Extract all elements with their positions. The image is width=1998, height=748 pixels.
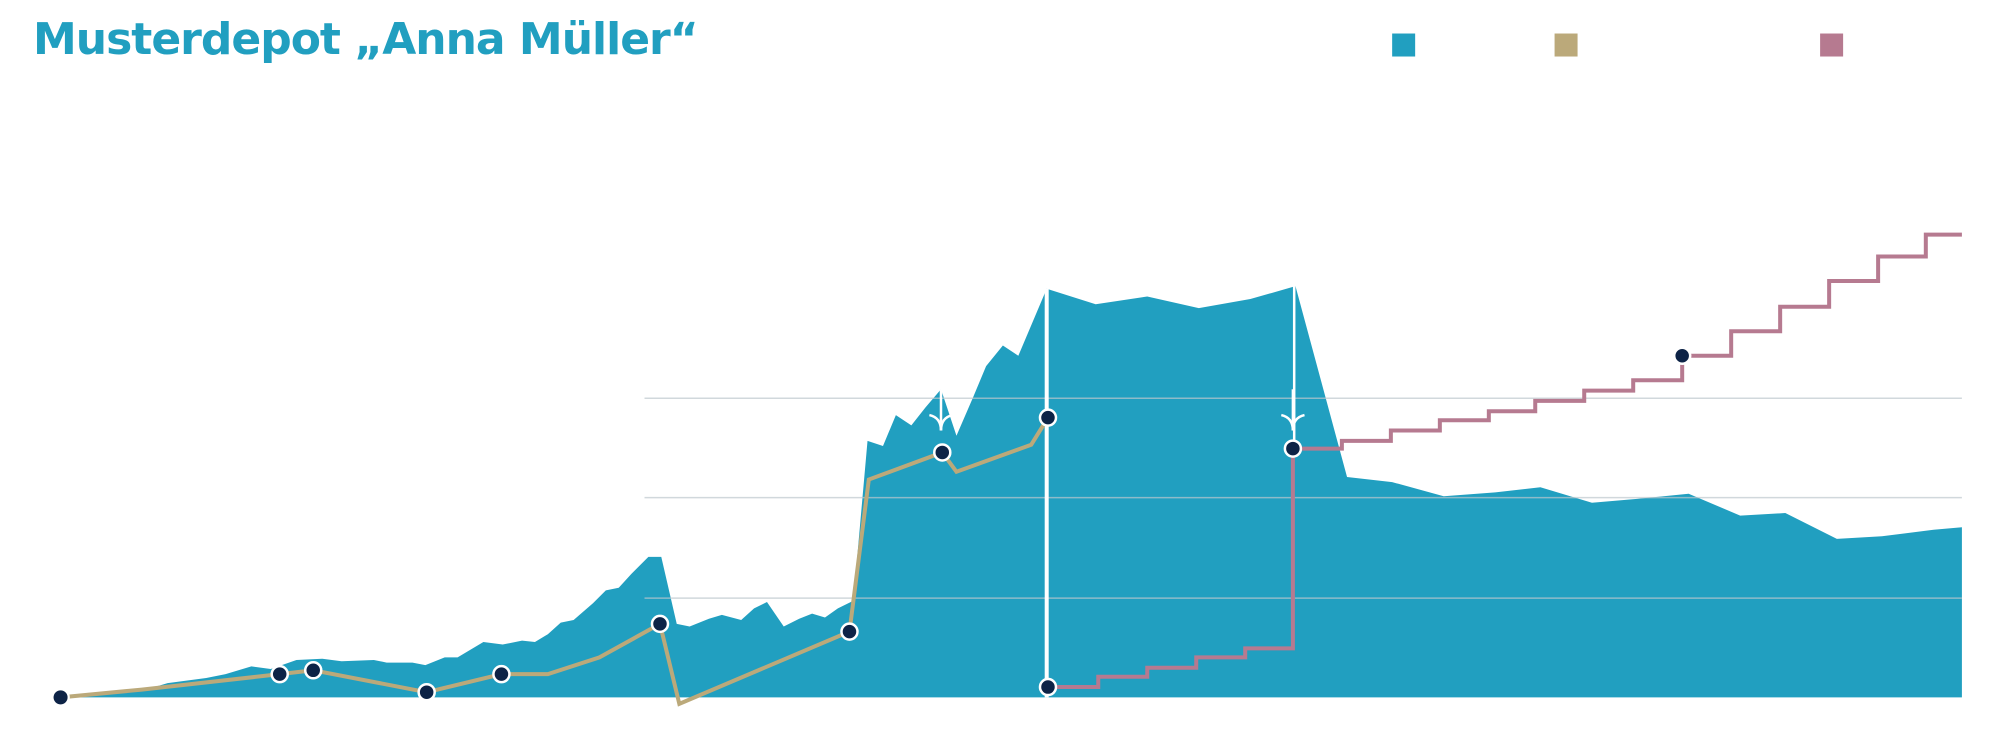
data-point: [303, 661, 323, 680]
data-point: [1672, 346, 1692, 366]
data-point: [1038, 677, 1058, 697]
chart-title: Musterdepot „Anna Müller“: [33, 14, 698, 65]
data-point: [1283, 439, 1303, 458]
area: [60, 286, 1962, 698]
data-point: [492, 664, 511, 684]
data-point: [1038, 408, 1058, 427]
data-point: [270, 664, 289, 684]
legend-swatch: [1392, 33, 1416, 57]
legend-swatch: [1554, 33, 1578, 57]
data-point: [417, 682, 436, 702]
step-line: [1047, 232, 1962, 690]
data-point: [840, 622, 859, 641]
data-point: [53, 690, 68, 705]
data-point: [933, 443, 952, 462]
data-point: [650, 614, 670, 634]
legend-swatch: [1820, 33, 1844, 57]
line: [60, 416, 1050, 707]
